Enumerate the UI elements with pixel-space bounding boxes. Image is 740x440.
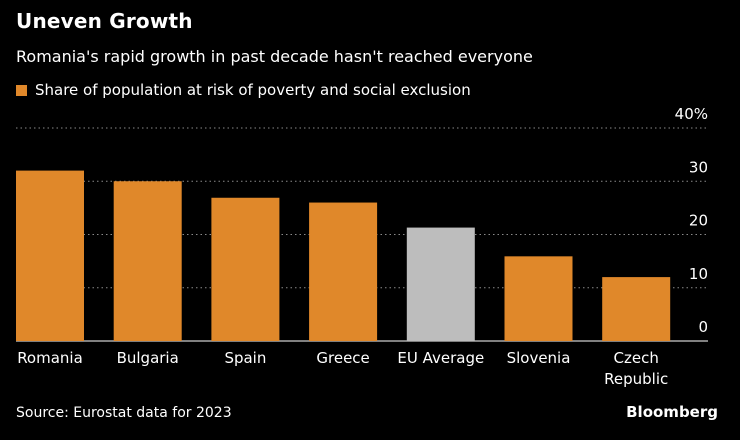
legend: Share of population at risk of poverty a… [16, 81, 471, 99]
x-tick-label: Romania [17, 349, 83, 367]
y-tick-label: 30 [689, 158, 708, 176]
bar [113, 181, 182, 341]
x-tick-label: Bulgaria [117, 349, 179, 367]
x-tick-label: Greece [316, 349, 369, 367]
bar [16, 170, 84, 341]
y-tick-label: 40% [675, 105, 708, 123]
bar [406, 227, 475, 341]
y-tick-label: 20 [689, 212, 708, 230]
legend-swatch [16, 84, 27, 96]
bar [504, 256, 573, 341]
x-tick-label: Czech [614, 349, 659, 367]
x-tick-label: EU Average [397, 349, 484, 367]
y-tick-label: 10 [689, 265, 708, 283]
legend-label: Share of population at risk of poverty a… [35, 81, 471, 99]
x-tick-label: Spain [224, 349, 266, 367]
source-note: Source: Eurostat data for 2023 [16, 405, 232, 421]
y-tick-label: 0 [698, 318, 708, 336]
chart-title: Uneven Growth [16, 9, 193, 33]
bar [309, 202, 378, 341]
bar [211, 197, 280, 341]
bar [602, 277, 671, 341]
bloomberg-logo: Bloomberg [626, 403, 718, 421]
x-tick-label: Slovenia [507, 349, 571, 367]
x-tick-label: Republic [604, 370, 668, 388]
chart-subtitle: Romania's rapid growth in past decade ha… [16, 47, 533, 66]
